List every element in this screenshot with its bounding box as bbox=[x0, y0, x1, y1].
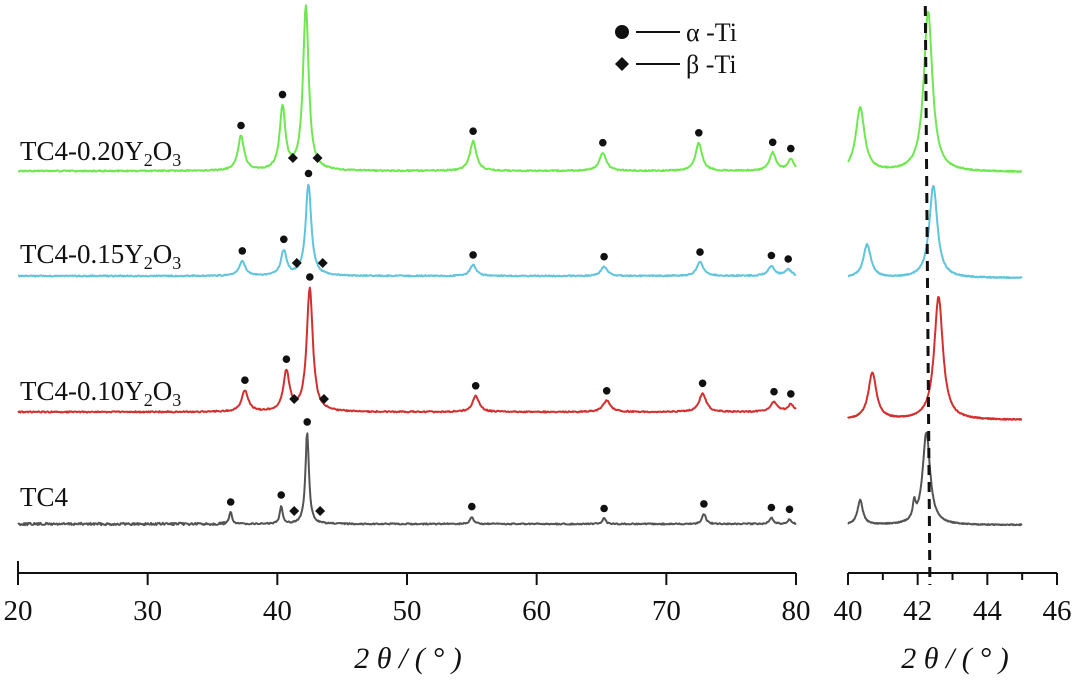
alpha-ti-marker bbox=[787, 144, 795, 153]
x-tick-label-zoom: 46 bbox=[1043, 595, 1072, 627]
zoom-trace-tc4_015 bbox=[847, 185, 1023, 279]
full-range-panel: TC4TC4-0.10Y2O3TC4-0.15Y2O3TC4-0.20Y2O3 … bbox=[4, 4, 811, 675]
alpha-ti-marker bbox=[306, 273, 314, 281]
alpha-ti-marker bbox=[469, 251, 477, 259]
alpha-ti-marker bbox=[700, 500, 708, 508]
alpha-ti-marker bbox=[237, 121, 245, 130]
beta-ti-marker bbox=[289, 394, 300, 404]
series-labels: TC4 TC4-0.10Y2O3 TC4-0.15Y2O3 TC4-0.20Y2O3 bbox=[20, 136, 181, 512]
alpha-ti-marker bbox=[278, 90, 287, 99]
zoom-trace-tc4_020 bbox=[847, 10, 1023, 173]
x-tick-label-full: 70 bbox=[652, 595, 681, 627]
alpha-ti-marker bbox=[277, 491, 286, 499]
alpha-ti-marker bbox=[471, 382, 480, 390]
x-tick-label-full: 50 bbox=[393, 595, 422, 627]
zoom-trace-tc4_010 bbox=[847, 295, 1023, 421]
alpha-ti-marker bbox=[599, 138, 607, 147]
x-axis-zoom: 40 42 44 46 bbox=[834, 572, 1072, 627]
series-label-tc4_010: TC4-0.10Y2O3 bbox=[20, 376, 181, 410]
alpha-ti-marker bbox=[698, 379, 707, 388]
phase-markers bbox=[226, 90, 795, 516]
alpha-ti-marker bbox=[280, 235, 288, 244]
x-tick-label-full: 30 bbox=[133, 595, 162, 627]
alpha-ti-marker bbox=[600, 504, 608, 513]
alpha-ti-marker bbox=[695, 129, 703, 137]
alpha-ti-marker bbox=[785, 505, 794, 514]
legend-label: β -Ti bbox=[686, 50, 737, 79]
beta-ti-marker bbox=[291, 258, 302, 268]
zoom-traces bbox=[847, 10, 1023, 527]
alpha-ti-marker bbox=[304, 169, 313, 178]
series-label-tc4_015: TC4-0.15Y2O3 bbox=[20, 239, 181, 273]
legend: α -Ti β -Ti bbox=[615, 18, 737, 79]
alpha-ti-marker bbox=[238, 247, 247, 255]
legend-diamond-icon bbox=[615, 57, 629, 71]
x-axis-label-zoom: 2 θ / ( ° ) bbox=[901, 642, 1009, 675]
alpha-ti-marker bbox=[600, 252, 608, 261]
full-range-traces bbox=[17, 4, 797, 527]
alpha-ti-marker bbox=[241, 376, 249, 385]
series-label-tc4: TC4 bbox=[20, 482, 69, 512]
x-axis-label-full: 2 θ / ( ° ) bbox=[354, 642, 462, 675]
legend-entry-alpha: α -Ti bbox=[615, 18, 737, 47]
beta-ti-marker bbox=[287, 153, 298, 163]
alpha-ti-marker bbox=[469, 127, 477, 135]
beta-ti-marker bbox=[312, 153, 323, 163]
legend-entry-beta: β -Ti bbox=[615, 50, 737, 79]
beta-ti-marker bbox=[317, 258, 328, 268]
alpha-ti-marker bbox=[602, 387, 611, 395]
x-tick-label-full: 40 bbox=[263, 595, 292, 627]
x-tick-label-zoom: 40 bbox=[834, 595, 863, 627]
x-tick-label-zoom: 44 bbox=[973, 595, 1003, 627]
legend-label: α -Ti bbox=[686, 18, 737, 47]
x-tick-label-zoom: 42 bbox=[903, 595, 932, 627]
beta-ti-marker bbox=[319, 394, 330, 404]
reference-dashed-line bbox=[923, 5, 932, 586]
alpha-ti-marker bbox=[226, 498, 235, 506]
xrd-trace-tc4_010 bbox=[17, 286, 797, 414]
xrd-trace-tc4_020 bbox=[17, 4, 797, 173]
beta-ti-marker bbox=[289, 506, 300, 516]
x-tick-label-full: 60 bbox=[522, 595, 551, 627]
alpha-ti-marker bbox=[696, 248, 704, 256]
xrd-trace-tc4_015 bbox=[17, 183, 797, 278]
beta-ti-marker bbox=[315, 506, 326, 516]
series-label-tc4_020: TC4-0.20Y2O3 bbox=[20, 136, 181, 170]
alpha-ti-marker bbox=[768, 138, 777, 147]
x-tick-label-full: 20 bbox=[4, 595, 33, 627]
alpha-ti-marker bbox=[767, 503, 776, 512]
x-axis-full: 20 30 40 50 60 70 80 bbox=[4, 561, 811, 627]
alpha-ti-marker bbox=[784, 255, 792, 263]
alpha-ti-marker bbox=[468, 502, 476, 511]
alpha-ti-marker bbox=[282, 355, 291, 364]
zoom-trace-tc4 bbox=[847, 431, 1023, 527]
alpha-ti-marker bbox=[767, 251, 776, 260]
legend-circle-icon bbox=[615, 25, 629, 39]
alpha-ti-marker bbox=[787, 390, 795, 398]
alpha-ti-marker bbox=[770, 387, 778, 396]
xrd-trace-tc4 bbox=[17, 432, 797, 527]
zoom-panel: 40 42 44 46 2 θ / ( ° ) bbox=[834, 5, 1072, 675]
x-tick-label-full: 80 bbox=[782, 595, 811, 627]
alpha-ti-marker bbox=[303, 418, 312, 426]
